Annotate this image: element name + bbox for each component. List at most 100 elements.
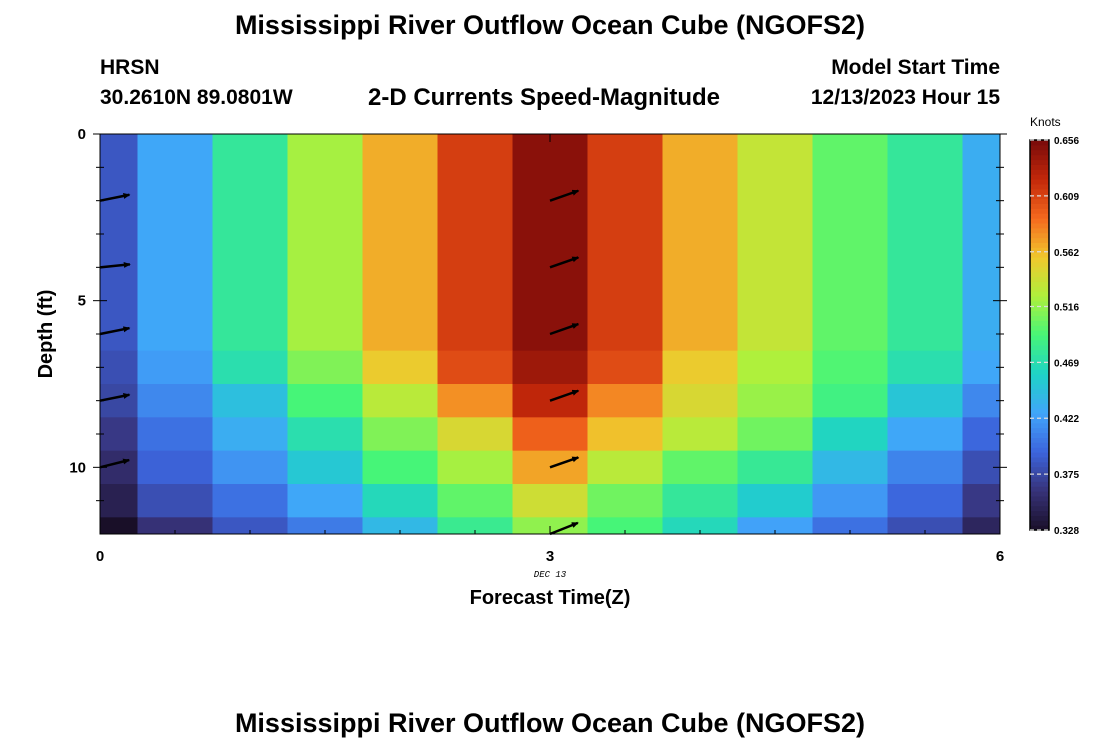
model-start-label: Model Start Time xyxy=(831,56,1000,79)
heatmap-cell xyxy=(962,417,1001,452)
colorbar-tick-label: 0.375 xyxy=(1054,470,1079,481)
colorbar-segment xyxy=(1030,349,1049,356)
heatmap-cell xyxy=(137,517,213,535)
heatmap-cell xyxy=(212,350,288,385)
heatmap-cell xyxy=(962,384,1001,418)
current-vector xyxy=(99,393,131,402)
heatmap-cell xyxy=(887,484,963,518)
heatmap-cell xyxy=(287,350,363,385)
colorbar-segment xyxy=(1030,261,1049,268)
heatmap-cell xyxy=(587,517,663,535)
heatmap-cell xyxy=(137,384,213,418)
heatmap-cell xyxy=(137,350,213,385)
colorbar-segment xyxy=(1030,222,1049,229)
heatmap-cell xyxy=(362,350,438,385)
heatmap-cell xyxy=(100,484,138,518)
heatmap-cell xyxy=(587,484,663,518)
colorbar-segment xyxy=(1030,320,1049,326)
heatmap-cell xyxy=(737,417,813,452)
current-vectors xyxy=(99,189,580,536)
colorbar-segment xyxy=(1030,364,1049,370)
colorbar-segment xyxy=(1030,452,1049,458)
colorbar-segment xyxy=(1030,252,1049,258)
heatmap-cell xyxy=(737,484,813,518)
colorbar-segment xyxy=(1030,520,1049,526)
colorbar-segment xyxy=(1030,413,1049,419)
heatmap-cell xyxy=(962,134,1001,352)
y-tick-label: 10 xyxy=(69,459,86,476)
heatmap-cell xyxy=(587,350,663,385)
colorbar-segment xyxy=(1030,461,1049,468)
colorbar-tick-label: 0.562 xyxy=(1054,248,1079,259)
heatmap-cell xyxy=(662,350,738,385)
heatmap-cell xyxy=(512,417,588,452)
colorbar-segment xyxy=(1030,198,1049,204)
x-tick-label: 3 xyxy=(546,548,554,565)
colorbar-segment xyxy=(1030,305,1049,312)
heatmap-cell xyxy=(812,484,888,518)
heatmap-cell xyxy=(587,384,663,418)
colorbar-segment xyxy=(1030,374,1049,380)
colorbar-segment xyxy=(1030,174,1049,180)
colorbar-segment xyxy=(1030,388,1049,395)
current-vector xyxy=(549,456,580,469)
colorbar-segment xyxy=(1030,525,1049,531)
colorbar-segment xyxy=(1030,140,1049,146)
colorbar-segment xyxy=(1030,242,1049,248)
colorbar-segment xyxy=(1030,515,1049,521)
heatmap-cell xyxy=(362,517,438,535)
colorbar-tick-label: 0.516 xyxy=(1054,302,1079,313)
footer-title: Mississippi River Outflow Ocean Cube (NG… xyxy=(234,708,866,738)
heatmap-cell xyxy=(287,417,363,452)
x-tick-label: 0 xyxy=(96,548,104,565)
colorbar: Knots 0.656 0.609 0.562 0.516 0.469 0.422 0.375… xyxy=(1029,115,1079,537)
heatmap-cell xyxy=(737,350,813,385)
current-vector xyxy=(549,389,580,402)
heatmap-cell xyxy=(662,517,738,535)
colorbar-segment xyxy=(1030,154,1049,161)
heatmap-cell xyxy=(737,134,813,352)
colorbar-segment xyxy=(1030,247,1049,253)
heatmap-cell xyxy=(812,134,888,352)
colorbar-segment xyxy=(1030,408,1049,414)
colorbar-segment xyxy=(1030,486,1049,492)
colorbar-segment xyxy=(1030,296,1049,302)
colorbar-tick-label: 0.609 xyxy=(1054,192,1079,203)
heatmap-cell xyxy=(437,384,513,418)
chart-title: Mississippi River Outflow Ocean Cube (NG… xyxy=(234,10,866,40)
colorbar-segment xyxy=(1030,510,1049,516)
heatmap-cell xyxy=(962,350,1001,385)
colorbar-segment xyxy=(1030,213,1049,219)
colorbar-segment xyxy=(1030,208,1049,214)
heatmap-cell xyxy=(662,134,738,352)
colorbar-segment xyxy=(1030,300,1049,307)
colorbar-tick-label: 0.469 xyxy=(1054,358,1079,369)
colorbar-segment xyxy=(1030,422,1049,429)
heatmap-cell xyxy=(437,350,513,385)
colorbar-tick-label: 0.656 xyxy=(1054,136,1079,147)
colorbar-segment xyxy=(1030,500,1049,507)
colorbar-segment xyxy=(1030,183,1049,190)
heatmap-cell xyxy=(662,384,738,418)
heatmap-cell xyxy=(662,484,738,518)
colorbar-segment xyxy=(1030,383,1049,390)
colorbar-segment xyxy=(1030,491,1049,497)
axes: 0 3 6 0 5 10 xyxy=(69,126,1007,565)
heatmap-cell xyxy=(512,350,588,385)
heatmap-cell xyxy=(437,484,513,518)
heatmap-cell xyxy=(362,134,438,352)
colorbar-segment xyxy=(1030,257,1049,263)
heatmap-cell xyxy=(662,417,738,452)
colorbar-segment xyxy=(1030,325,1049,331)
y-axis-label: Depth (ft) xyxy=(35,290,57,379)
heatmap-cell xyxy=(212,417,288,452)
heatmap-cell xyxy=(887,417,963,452)
heatmap-cell xyxy=(100,134,138,352)
heatmap-cell xyxy=(812,350,888,385)
heatmap-cell xyxy=(887,517,963,535)
heatmap-cell xyxy=(437,517,513,535)
heatmap-cell xyxy=(887,384,963,418)
colorbar-segment xyxy=(1030,456,1049,463)
colorbar-segment xyxy=(1030,344,1049,351)
